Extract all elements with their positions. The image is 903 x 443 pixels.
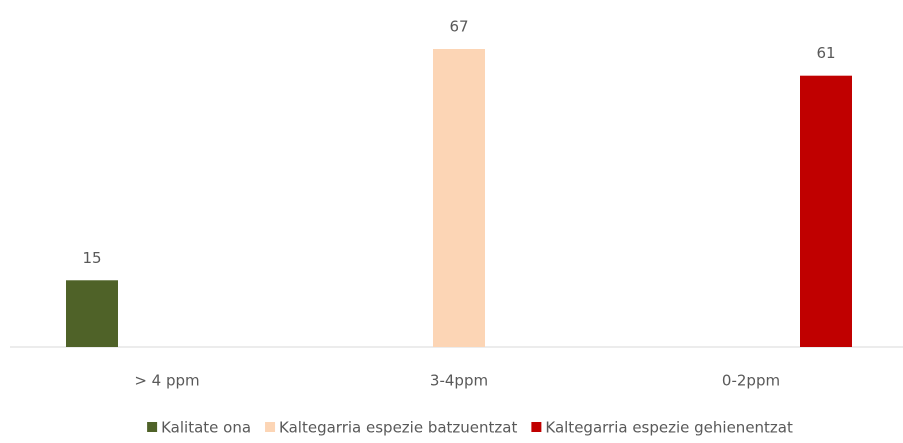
- legend-swatch: [265, 422, 276, 432]
- legend-swatch: [147, 422, 158, 432]
- legend-label: Kalitate ona: [161, 419, 251, 437]
- bar: [66, 280, 118, 347]
- x-tick-label: 0-2ppm: [722, 372, 780, 390]
- legend: Kalitate ona Kaltegarria espezie batzuent…: [147, 419, 793, 437]
- data-label: 67: [449, 18, 468, 36]
- legend-swatch: [531, 422, 542, 432]
- bar: [433, 49, 485, 347]
- x-tick-label: > 4 ppm: [134, 372, 199, 390]
- data-label: 15: [82, 249, 101, 267]
- legend-label: Kaltegarria espezie gehienentzat: [545, 419, 793, 437]
- legend-label: Kaltegarria espezie batzuentzat: [279, 419, 517, 437]
- bar: [800, 75, 852, 347]
- data-label: 61: [816, 44, 835, 62]
- x-tick-label: 3-4ppm: [430, 372, 488, 390]
